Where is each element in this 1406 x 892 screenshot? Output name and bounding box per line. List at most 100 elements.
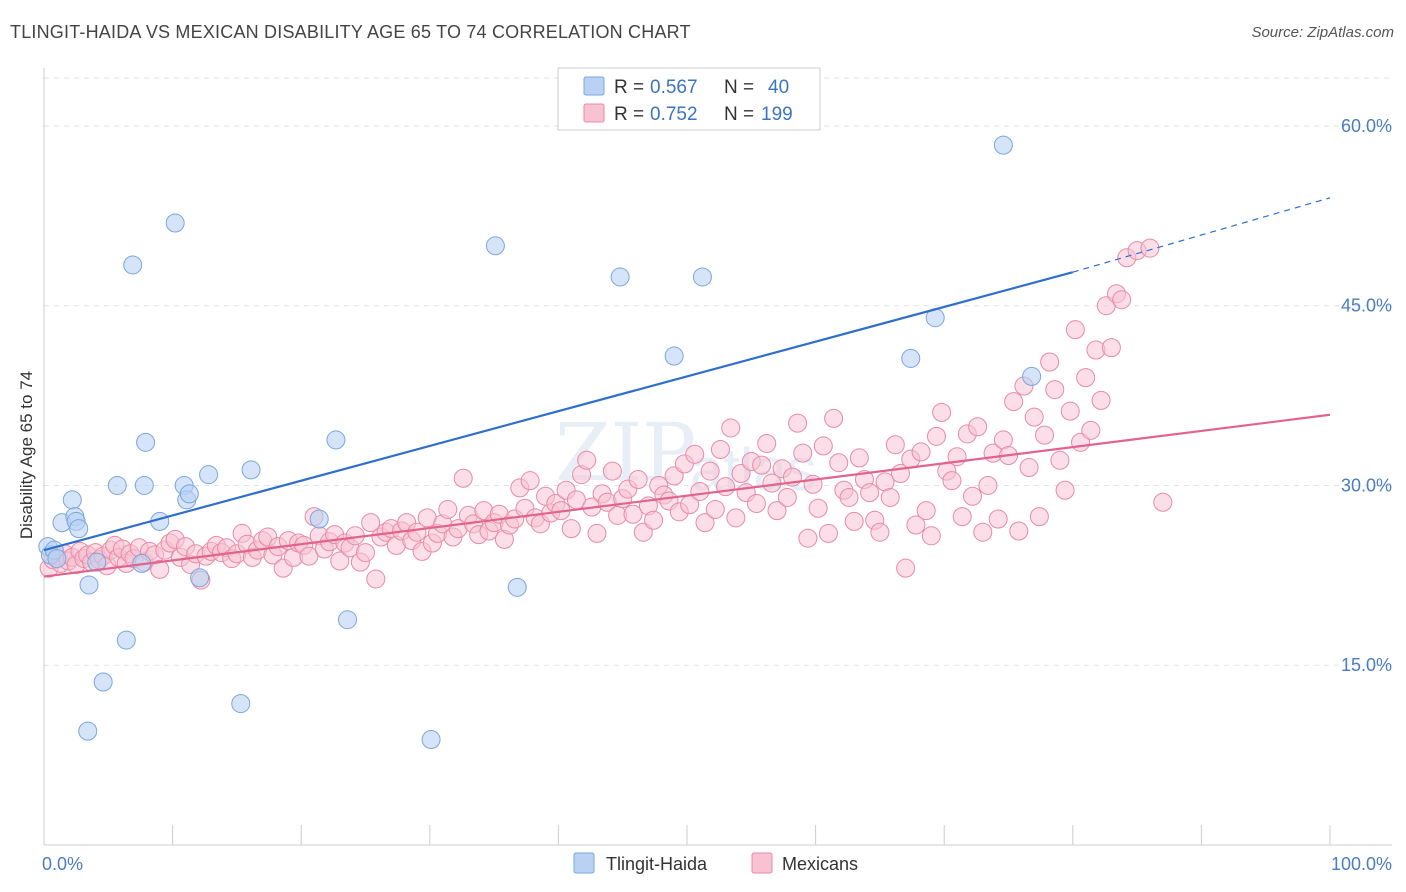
mexicans-point — [1153, 492, 1173, 512]
mexicans-point — [356, 543, 375, 563]
mexicans-point — [1055, 480, 1075, 500]
tlingit-haida-point — [309, 509, 329, 529]
mexicans-point — [1009, 521, 1029, 541]
mexicans-point — [150, 559, 170, 579]
mexicans-point — [1029, 507, 1049, 527]
mexicans-point — [952, 507, 972, 527]
legend-n-value-2: 199 — [761, 104, 793, 125]
mexicans-point — [587, 523, 607, 543]
mexicans-point — [1076, 368, 1096, 388]
y-tick-label: 30.0% — [1341, 475, 1392, 495]
mexicans-point — [299, 546, 319, 566]
tlingit-haida-point — [79, 575, 99, 595]
tlingit-haida-point — [231, 694, 251, 714]
legend-r-value-2: 0.752 — [650, 104, 698, 125]
mexicans-point — [798, 528, 818, 548]
mexicans-point — [906, 515, 926, 535]
x-tick-label-min: 0.0% — [42, 854, 83, 874]
tlingit-haida-point — [134, 475, 154, 495]
mexicans-point — [978, 475, 998, 495]
mexicans-point — [1081, 420, 1101, 440]
mexicans-point — [926, 426, 946, 446]
mexicans-point — [453, 468, 473, 488]
mexicans-point — [746, 493, 766, 513]
tlingit-haida-point — [62, 490, 82, 510]
tlingit-haida-points — [38, 135, 1042, 750]
mexicans-point — [777, 487, 797, 507]
y-axis-label: Disability Age 65 to 74 — [17, 371, 36, 539]
tlingit-haida-point — [136, 432, 156, 452]
legend: R = 0.567 N = 40 R = 0.752 N = 199 — [557, 67, 821, 131]
mexicans-point — [942, 471, 962, 491]
legend-n-label-1: N = — [724, 77, 754, 98]
mexicans-point — [849, 448, 869, 468]
mexicans-point — [1140, 238, 1160, 258]
tlingit-haida-point — [69, 519, 89, 539]
mexicans-point — [520, 471, 540, 491]
mexicans-point — [710, 440, 730, 460]
tlingit-haida-point — [107, 475, 127, 495]
mexicans-point — [330, 551, 350, 571]
tlingit-haida-point — [993, 135, 1013, 155]
tlingit-haida-point — [179, 484, 199, 504]
mexicans-point — [752, 455, 772, 475]
mexicans-point — [824, 408, 844, 428]
mexicans-point — [361, 513, 381, 533]
tlingit-haida-trend-extension — [1072, 197, 1331, 273]
tlingit-haida-point — [1022, 366, 1042, 386]
mexicans-point — [1060, 401, 1080, 421]
legend-r-value-1: 0.567 — [650, 77, 698, 98]
tlingit-haida-point — [190, 568, 210, 588]
mexicans-point — [695, 513, 715, 533]
mexicans-point — [829, 453, 849, 473]
tlingit-haida-point — [78, 721, 98, 741]
mexicans-point — [1065, 320, 1085, 340]
mexicans-point — [844, 511, 864, 531]
tlingit-haida-point — [165, 213, 185, 233]
tlingit-haida-point — [47, 549, 67, 569]
mexicans-point — [602, 461, 622, 481]
mexicans-point — [870, 522, 890, 542]
mexicans-point — [839, 487, 859, 507]
mexicans-point — [644, 510, 664, 530]
mexicans-point — [366, 569, 386, 589]
tlingit-haida-point — [87, 552, 107, 572]
tlingit-haida-point — [692, 267, 712, 287]
mexicans-point — [438, 499, 458, 519]
legend-r-label-1: R = — [614, 77, 644, 98]
legend-swatch-blue — [583, 76, 605, 96]
mexicans-point — [757, 434, 777, 454]
y-tick-label: 15.0% — [1341, 655, 1392, 675]
mexicans-point — [885, 435, 905, 455]
bottom-legend-label-tlingit: Tlingit-Haida — [606, 854, 708, 874]
mexicans-point — [818, 523, 838, 543]
tlingit-haida-point — [199, 465, 219, 485]
tlingit-haida-point — [93, 672, 113, 692]
mexicans-point — [896, 558, 916, 578]
mexicans-point — [1045, 380, 1065, 400]
mexicans-point — [561, 519, 581, 539]
y-tick-label: 45.0% — [1341, 296, 1392, 316]
mexicans-point — [788, 413, 808, 433]
mexicans-point — [1050, 450, 1070, 470]
mexicans-point — [726, 508, 746, 528]
tlingit-haida-point — [507, 577, 527, 597]
mexicans-point — [690, 481, 710, 501]
tlingit-haida-point — [116, 630, 136, 650]
source-credit: Source: ZipAtlas.com — [1251, 24, 1394, 41]
tlingit-haida-point — [421, 730, 441, 750]
bottom-legend-swatch-pink — [751, 852, 773, 874]
legend-n-label-2: N = — [724, 104, 754, 125]
mexicans-point — [962, 486, 982, 506]
grid-lines — [44, 77, 1392, 666]
mexicans-point — [1091, 390, 1111, 410]
legend-swatch-pink — [583, 103, 605, 123]
mexicans-point — [1112, 290, 1132, 310]
mexicans-point — [705, 499, 725, 519]
mexicans-point — [1004, 392, 1024, 412]
mexicans-point — [911, 442, 931, 462]
mexicans-point — [700, 461, 720, 481]
tlingit-haida-point — [610, 267, 630, 287]
x-tick-label-max: 100.0% — [1331, 854, 1392, 874]
